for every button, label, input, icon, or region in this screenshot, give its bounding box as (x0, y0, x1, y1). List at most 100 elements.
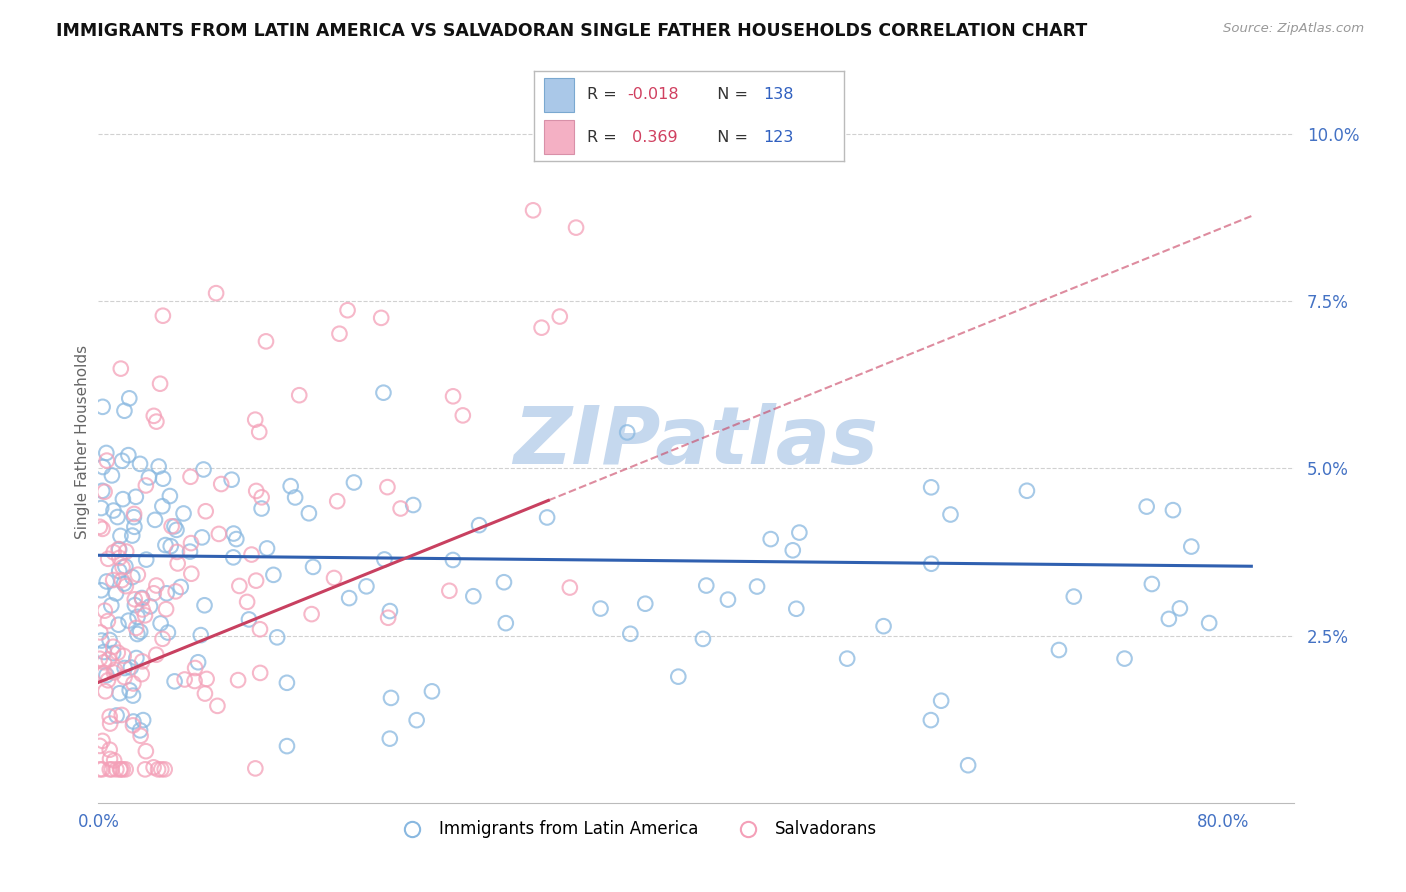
Salvadorans (245, 574, 267, 588)
Immigrants from Latin America (139, 599, 162, 614)
Salvadorans (565, 220, 588, 235)
Immigrants from Latin America (149, 616, 172, 631)
Immigrants from Latin America (378, 604, 401, 618)
Salvadorans (142, 586, 165, 600)
Immigrants from Latin America (143, 513, 166, 527)
Salvadorans (166, 545, 188, 559)
Salvadorans (377, 611, 399, 625)
Immigrants from Latin America (402, 498, 425, 512)
Immigrants from Latin America (111, 454, 134, 468)
Salvadorans (127, 567, 149, 582)
Salvadorans (166, 557, 188, 571)
Immigrants from Latin America (1180, 540, 1202, 554)
Salvadorans (249, 622, 271, 636)
Immigrants from Latin America (125, 490, 148, 504)
Immigrants from Latin America (1161, 503, 1184, 517)
Salvadorans (122, 718, 145, 732)
Immigrants from Latin America (124, 520, 146, 534)
Immigrants from Latin America (695, 578, 717, 592)
Salvadorans (111, 762, 134, 776)
Immigrants from Latin America (156, 586, 179, 600)
Immigrants from Latin America (108, 686, 131, 700)
Salvadorans (336, 303, 359, 318)
Salvadorans (122, 676, 145, 690)
Salvadorans (115, 544, 138, 558)
Immigrants from Latin America (1047, 643, 1070, 657)
Salvadorans (131, 602, 153, 616)
Immigrants from Latin America (110, 529, 132, 543)
Immigrants from Latin America (108, 564, 131, 578)
Salvadorans (110, 762, 132, 776)
Immigrants from Latin America (129, 457, 152, 471)
Salvadorans (328, 326, 350, 341)
Immigrants from Latin America (129, 723, 152, 738)
Salvadorans (250, 491, 273, 505)
Salvadorans (91, 667, 114, 681)
Salvadorans (122, 507, 145, 521)
Immigrants from Latin America (191, 530, 214, 544)
Immigrants from Latin America (589, 601, 612, 615)
Salvadorans (93, 484, 115, 499)
Salvadorans (89, 739, 111, 753)
Immigrants from Latin America (785, 601, 807, 615)
Salvadorans (180, 566, 202, 581)
Immigrants from Latin America (356, 579, 378, 593)
Immigrants from Latin America (238, 612, 260, 626)
Immigrants from Latin America (343, 475, 366, 490)
Immigrants from Latin America (221, 473, 243, 487)
Immigrants from Latin America (129, 624, 152, 639)
Salvadorans (103, 754, 125, 768)
Salvadorans (226, 673, 249, 687)
Immigrants from Latin America (150, 500, 173, 514)
Immigrants from Latin America (117, 614, 139, 628)
Salvadorans (240, 548, 263, 562)
Immigrants from Latin America (159, 539, 181, 553)
Salvadorans (114, 670, 136, 684)
Salvadorans (111, 708, 134, 723)
Salvadorans (558, 581, 581, 595)
Salvadorans (93, 655, 115, 669)
Salvadorans (100, 762, 122, 776)
Immigrants from Latin America (405, 713, 427, 727)
Salvadorans (441, 389, 464, 403)
Text: 123: 123 (763, 130, 793, 145)
Salvadorans (207, 698, 229, 713)
Salvadorans (131, 592, 153, 607)
Salvadorans (98, 716, 121, 731)
Immigrants from Latin America (155, 538, 177, 552)
Immigrants from Latin America (124, 598, 146, 612)
Immigrants from Latin America (107, 617, 129, 632)
Immigrants from Latin America (1140, 577, 1163, 591)
Salvadorans (165, 584, 187, 599)
Salvadorans (91, 522, 114, 536)
Immigrants from Latin America (90, 583, 112, 598)
Immigrants from Latin America (1015, 483, 1038, 498)
Immigrants from Latin America (105, 586, 128, 600)
Immigrants from Latin America (121, 528, 143, 542)
Text: N =: N = (707, 87, 754, 102)
Salvadorans (107, 542, 129, 557)
Salvadorans (142, 409, 165, 423)
Salvadorans (89, 762, 111, 776)
Immigrants from Latin America (148, 459, 170, 474)
Immigrants from Latin America (420, 684, 443, 698)
Immigrants from Latin America (170, 580, 193, 594)
Immigrants from Latin America (138, 470, 160, 484)
Immigrants from Latin America (91, 483, 114, 498)
Salvadorans (103, 545, 125, 559)
Salvadorans (208, 527, 231, 541)
Immigrants from Latin America (152, 472, 174, 486)
Text: ZIPatlas: ZIPatlas (513, 402, 879, 481)
Immigrants from Latin America (276, 675, 298, 690)
Immigrants from Latin America (166, 523, 188, 537)
Salvadorans (173, 673, 195, 687)
Immigrants from Latin America (378, 731, 401, 746)
Immigrants from Latin America (91, 400, 114, 414)
Salvadorans (236, 595, 259, 609)
Immigrants from Latin America (298, 506, 321, 520)
Immigrants from Latin America (101, 468, 124, 483)
Immigrants from Latin America (98, 632, 121, 647)
Immigrants from Latin America (872, 619, 894, 633)
Salvadorans (142, 760, 165, 774)
Salvadorans (104, 663, 127, 677)
